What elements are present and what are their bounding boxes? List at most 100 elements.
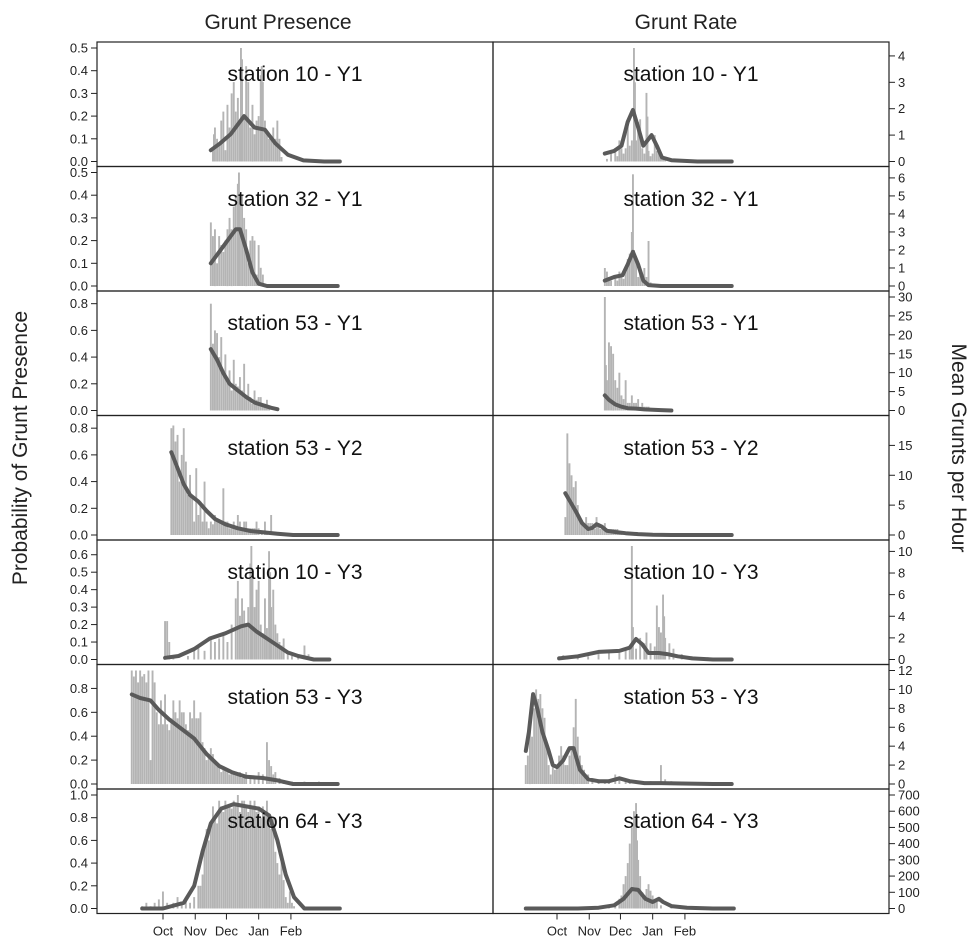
presence-panel-7-bar xyxy=(162,891,164,909)
presence-panel-4-bar xyxy=(255,521,258,535)
presence-panel-7-title: station 64 - Y3 xyxy=(227,810,362,833)
presence-panel-6-bar xyxy=(266,742,268,784)
presence-panel-6-bar xyxy=(218,766,221,784)
rate-panel-2-bar xyxy=(643,268,646,286)
presence-panel-1-ytick-label: 0.4 xyxy=(70,63,88,78)
presence-panel-4-bar xyxy=(197,515,200,535)
presence-panel-7-bar xyxy=(197,885,200,909)
rate-panel-1: station 10 - Y1 0 1 2 3 4 xyxy=(492,41,905,169)
presence-panel-5-bar xyxy=(280,645,283,660)
presence-panel-7-bar xyxy=(251,806,254,909)
rate-panel-1-bar xyxy=(610,153,612,162)
rate-panel-1-bar xyxy=(655,150,658,162)
presence-panel-1-smooth-curve xyxy=(208,114,342,164)
presence-panel-4-bar xyxy=(172,425,175,535)
rate-panel-6-bar xyxy=(618,779,621,784)
presence-panel-5-bar xyxy=(303,645,306,660)
rate-panel-1-bar xyxy=(624,148,627,162)
presence-panel-7-bar xyxy=(249,800,252,909)
presence-panel-3-bar xyxy=(216,333,218,411)
rate-panel-6-bar xyxy=(574,698,577,784)
presence-panel-4-smooth-curve xyxy=(169,450,340,537)
presence-panel-2-bar xyxy=(209,222,212,286)
rate-panel-7-ytick-label: 400 xyxy=(898,836,920,851)
rate-panel-5-bar xyxy=(668,643,671,660)
presence-panel-7-xtick-label-feb: Feb xyxy=(280,924,302,939)
presence-panel-1-bar xyxy=(253,134,256,162)
rate-panel-5-bar xyxy=(658,627,660,660)
rate-panel-5-bar xyxy=(639,637,642,660)
presence-panel-7-bar xyxy=(284,897,287,909)
presence-panel-7-bar xyxy=(276,863,279,909)
rate-panel-6-bar xyxy=(556,765,558,784)
presence-panel-2-ytick-label: 0.5 xyxy=(70,165,88,180)
rate-panel-7-plot-area xyxy=(523,803,736,911)
presence-panel-5-bar xyxy=(251,572,254,660)
rate-panel-5-frame xyxy=(492,539,890,666)
rate-panel-2-ytick-label: 3 xyxy=(898,225,905,240)
presence-panel-1-bar xyxy=(216,138,218,162)
rate-panel-4-ytick-label: 15 xyxy=(898,438,912,453)
rate-panel-3-bar xyxy=(608,342,610,411)
presence-panel-7-bar xyxy=(255,812,258,909)
rate-panel-7-bar xyxy=(653,898,656,909)
rate-panel-5-bar xyxy=(645,632,648,660)
presence-panel-1-ytick-label: 0.0 xyxy=(70,154,88,169)
presence-panel-4-bar xyxy=(220,521,223,535)
rate-panel-6-bar xyxy=(554,769,556,784)
presence-panel-1-bar xyxy=(214,127,216,162)
presence-panel-2-bar xyxy=(259,267,262,286)
presence-panel-5-plot-area xyxy=(163,546,332,662)
rate-panel-6-bar xyxy=(524,765,527,784)
presence-panel-6-bar xyxy=(160,700,162,784)
left-y-axis-label: Probability of Grunt Presence xyxy=(9,311,32,585)
rate-panel-5-ytick-label: 0 xyxy=(898,652,905,667)
rate-panel-1-ytick-label: 2 xyxy=(898,101,905,116)
presence-panel-5-bar xyxy=(268,551,270,660)
rate-panel-7-bar xyxy=(628,843,631,909)
rate-panel-7-bar xyxy=(637,859,640,909)
presence-panel-3-bar xyxy=(226,381,229,411)
presence-panel-3-bar xyxy=(234,383,237,411)
presence-panel-4-bar xyxy=(187,494,189,535)
rate-panel-7-bar xyxy=(626,863,629,909)
presence-panel-5-ytick-label: 0.1 xyxy=(70,635,88,650)
rate-panel-3-smooth-curve xyxy=(602,393,674,413)
rate-panel-2-title: station 32 - Y1 xyxy=(623,188,758,211)
presence-panel-3-bar xyxy=(209,303,212,411)
rate-panel-3-ytick-label: 0 xyxy=(898,403,905,418)
rate-panel-6-ytick-label: 6 xyxy=(898,720,905,735)
rate-panel-7-bar xyxy=(636,840,638,909)
presence-panel-2-plot-area xyxy=(208,172,340,288)
presence-panel-5-bar xyxy=(253,607,256,660)
presence-panel-5-title: station 10 - Y3 xyxy=(227,561,362,584)
presence-panel-6-bar xyxy=(174,712,177,784)
presence-panel-7-bar xyxy=(228,804,231,909)
rate-panel-6-bar xyxy=(547,765,550,784)
presence-panel-4: station 53 - Y2 0.0 0.2 0.4 0.6 0.8 xyxy=(70,414,494,543)
presence-panel-6-title: station 53 - Y3 xyxy=(227,686,362,709)
presence-panel-1-bar xyxy=(257,116,260,162)
presence-panel-2-bar xyxy=(257,245,260,286)
presence-panel-7-bar xyxy=(286,902,289,909)
presence-panel-2-bar xyxy=(261,274,264,286)
rate-panel-6-ytick-label: 8 xyxy=(898,701,905,716)
rate-panel-4-ytick-label: 0 xyxy=(898,528,905,543)
rate-panel-5-bar xyxy=(643,643,646,660)
rate-panel-7-ytick-label: 600 xyxy=(898,804,920,819)
presence-panel-7-bar xyxy=(180,902,183,909)
rate-panel-7-xtick-label-nov: Nov xyxy=(578,924,602,939)
presence-panel-1-bar xyxy=(266,134,268,162)
presence-panel-7-bar xyxy=(293,906,295,909)
rate-panel-7-ytick-label: 100 xyxy=(898,885,920,900)
rate-panel-1-ytick-label: 4 xyxy=(898,48,905,63)
rate-panel-5-bar xyxy=(635,648,637,660)
presence-panel-7-bar xyxy=(278,874,281,909)
rate-panel-1-bar xyxy=(614,148,617,162)
presence-panel-7-bar xyxy=(245,806,248,909)
presence-panel-3-frame xyxy=(96,290,494,417)
presence-panel-2-bar xyxy=(222,251,225,286)
presence-panel-6-bar xyxy=(197,718,200,784)
rate-panel-6-bar xyxy=(537,698,540,784)
